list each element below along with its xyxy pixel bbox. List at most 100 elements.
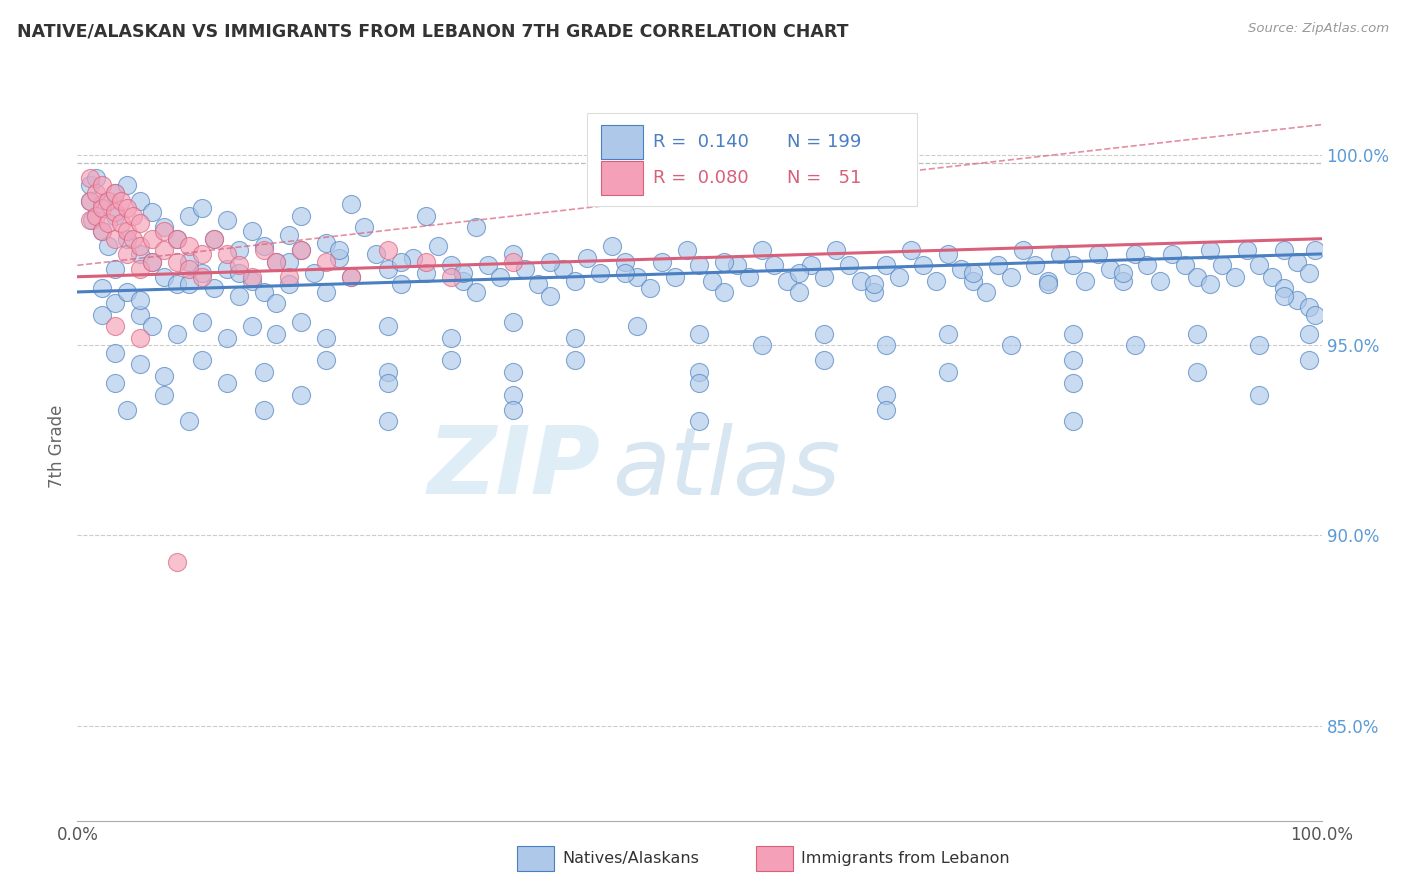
Point [689,376,711,391]
Point [91,197,114,211]
Point [1298,266,1320,280]
Point [91,308,114,322]
Point [1062,414,1084,428]
Point [215,247,238,261]
Point [191,353,214,368]
Point [1236,243,1258,257]
Point [875,387,897,401]
Point [266,326,288,341]
Point [215,330,238,344]
Point [464,220,486,235]
Point [240,269,263,284]
Point [1087,247,1109,261]
Point [564,353,586,368]
Point [141,232,163,246]
Point [277,254,299,268]
Point [340,269,363,284]
Point [1111,274,1133,288]
Point [290,243,312,257]
Point [439,330,461,344]
Point [166,326,188,341]
Point [1136,258,1159,272]
Point [502,402,524,417]
Point [713,285,735,299]
Point [813,353,835,368]
Point [104,346,127,360]
Point [191,266,214,280]
Point [787,285,810,299]
Point [1012,243,1035,257]
Point [179,414,201,428]
Point [315,285,337,299]
Point [115,402,138,417]
Point [949,262,972,277]
Point [689,414,711,428]
Point [153,243,176,257]
Point [104,186,127,200]
Y-axis label: 7th Grade: 7th Grade [48,404,66,488]
Point [84,186,107,200]
Point [97,217,120,231]
Point [277,227,299,242]
Point [502,315,524,329]
Point [1305,308,1327,322]
Point [79,170,101,185]
Point [128,239,150,253]
Point [751,243,773,257]
Point [91,224,114,238]
Point [1123,338,1146,352]
Point [166,232,188,246]
Point [1062,376,1084,391]
Point [415,254,437,268]
Point [91,281,114,295]
Point [340,197,363,211]
Point [862,285,884,299]
Point [1049,247,1071,261]
Point [489,269,512,284]
Point [1285,254,1308,268]
Point [104,186,127,200]
Point [1149,274,1171,288]
Point [613,254,636,268]
Point [887,269,910,284]
Point [153,387,176,401]
Point [253,402,276,417]
Point [128,293,150,307]
Point [266,296,288,310]
Text: NATIVE/ALASKAN VS IMMIGRANTS FROM LEBANON 7TH GRADE CORRELATION CHART: NATIVE/ALASKAN VS IMMIGRANTS FROM LEBANO… [17,22,848,40]
Point [875,338,897,352]
Point [602,239,624,253]
Point [689,365,711,379]
Point [925,274,948,288]
Point [1223,269,1246,284]
Point [115,232,138,246]
Point [153,368,176,383]
Point [228,266,250,280]
Point [502,387,524,401]
Point [253,365,276,379]
Point [215,262,238,277]
Point [1198,277,1220,292]
Point [240,274,263,288]
Point [328,251,350,265]
Point [1298,300,1320,314]
Point [302,266,325,280]
Point [97,194,120,208]
Point [564,274,586,288]
Point [290,209,312,223]
Point [1185,365,1208,379]
Point [389,277,412,292]
Point [813,326,835,341]
Point [315,254,337,268]
Point [191,247,214,261]
Point [128,247,150,261]
Point [451,274,474,288]
Point [974,285,997,299]
Point [725,258,748,272]
Point [439,353,461,368]
Point [84,170,107,185]
Point [377,243,399,257]
Point [115,224,138,238]
Point [253,239,276,253]
Point [1298,326,1320,341]
